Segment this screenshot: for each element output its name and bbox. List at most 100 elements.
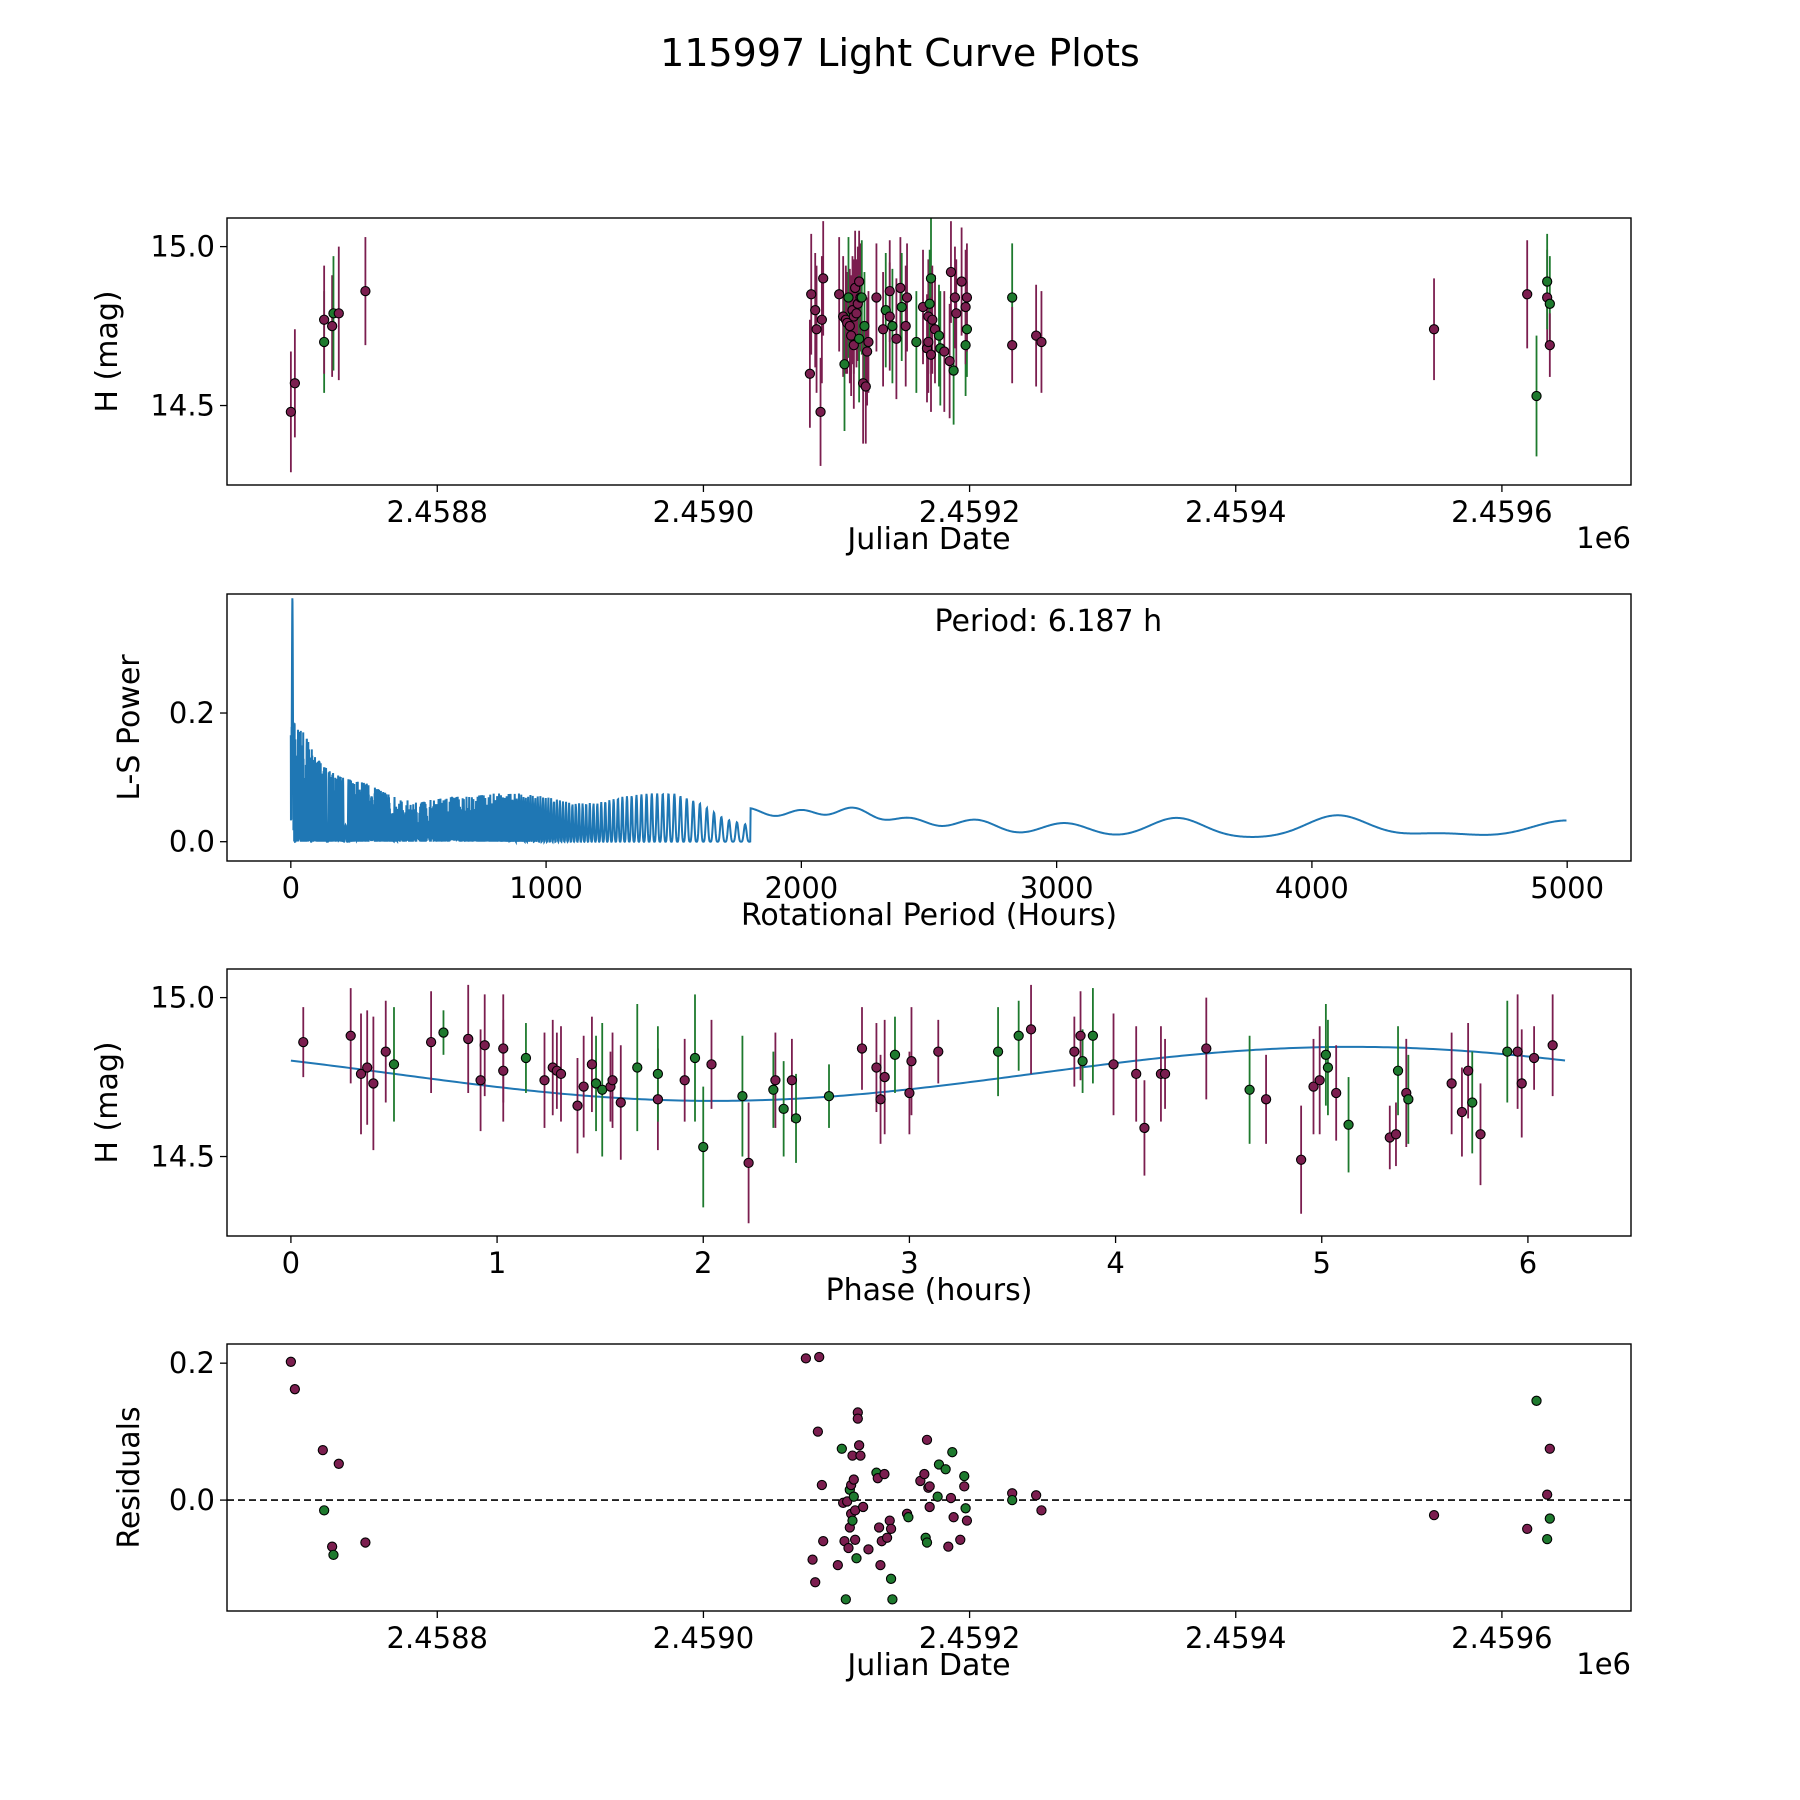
data-point (807, 1554, 818, 1565)
data-point (520, 1052, 532, 1064)
data-point (1528, 1052, 1540, 1064)
data-point (947, 1447, 958, 1458)
periodogram-x-tick-label: 0 (282, 871, 300, 905)
data-point (689, 1052, 701, 1064)
data-point (355, 1068, 367, 1080)
phase-y-axis-label: H (mag) (90, 1041, 125, 1163)
data-point (959, 1481, 970, 1492)
data-point (925, 273, 937, 284)
data-point (1108, 1059, 1119, 1070)
phase_fold-y-tick-label: 14.5 (150, 1140, 215, 1174)
data-point (1036, 1505, 1047, 1516)
data-point (1512, 1046, 1523, 1057)
residuals-x-tick-label: 2.4596 (1451, 1621, 1552, 1655)
periodogram-y-axis-label: L-S Power (112, 654, 147, 801)
data-point (855, 1450, 866, 1461)
data-point (932, 1491, 943, 1502)
phase-fold-panel: Phase (hours) H (mag) 0 1 2 3 4 5 6 14.5 15.0 (90, 968, 1632, 1308)
data-point (1456, 1106, 1468, 1118)
data-point (438, 1027, 449, 1038)
data-point (326, 320, 338, 332)
data-point (836, 1443, 847, 1454)
data-point (816, 314, 828, 325)
data-point (1446, 1078, 1457, 1089)
data-point (806, 289, 817, 300)
data-point (960, 301, 971, 313)
residuals-y-axis-label: Residuals (112, 1406, 147, 1548)
data-point (1392, 1065, 1404, 1076)
data-point (1428, 1510, 1440, 1521)
data-point (586, 1059, 598, 1070)
data-point (1295, 1154, 1307, 1165)
data-point (832, 1559, 843, 1571)
data-point (884, 311, 895, 322)
data-point (1007, 1494, 1018, 1506)
phase_fold-y-tick-label: 15.0 (150, 981, 215, 1015)
light-curve-x-axis-label: Julian Date (845, 522, 1010, 557)
data-point (875, 1559, 886, 1571)
data-point (887, 1594, 898, 1605)
data-point (1139, 1122, 1150, 1134)
data-point (1075, 1030, 1086, 1041)
data-point (960, 339, 971, 351)
data-point (285, 406, 297, 418)
data-point (843, 292, 854, 303)
data-point (1522, 1523, 1533, 1534)
data-point (790, 1113, 802, 1124)
data-point (884, 285, 895, 297)
data-point (857, 1501, 869, 1513)
data-point (804, 368, 816, 379)
residuals-x-offset-label: 1e6 (1576, 1647, 1631, 1681)
periodogram-y-tick-label: 0.0 (169, 825, 215, 859)
data-point (818, 273, 829, 284)
data-point (1201, 1043, 1212, 1054)
data-point (810, 305, 821, 316)
data-point (881, 1532, 893, 1543)
data-point (1467, 1097, 1478, 1108)
data-point (891, 333, 902, 344)
data-point (498, 1043, 509, 1054)
data-point (1025, 1024, 1037, 1035)
data-point (856, 292, 867, 303)
data-point (863, 1544, 874, 1555)
data-point (326, 1541, 338, 1552)
data-point (901, 292, 913, 303)
data-point (318, 1505, 330, 1516)
data-point (1030, 1490, 1042, 1501)
phase_fold-x-tick-label: 5 (1313, 1246, 1331, 1280)
data-point (877, 324, 889, 335)
data-point (360, 1537, 371, 1548)
data-point (955, 1534, 966, 1545)
data-point (818, 1536, 829, 1547)
data-point (360, 285, 371, 297)
data-point (737, 1090, 748, 1102)
data-point (879, 1071, 890, 1083)
residuals-x-tick-label: 2.4588 (387, 1621, 488, 1655)
data-point (1502, 1046, 1513, 1057)
data-point (863, 336, 874, 348)
data-point (298, 1036, 309, 1048)
periodogram-panel: Rotational Period (Hours) L-S Power Peri… (112, 593, 1632, 933)
data-point (1544, 1513, 1555, 1524)
data-point (285, 1356, 297, 1367)
data-point (1308, 1081, 1319, 1092)
data-point (853, 333, 865, 344)
data-point (959, 1470, 970, 1482)
data-point (1244, 1084, 1255, 1095)
data-point (652, 1094, 664, 1105)
data-point (425, 1036, 437, 1048)
data-point (948, 1512, 959, 1523)
data-point (927, 314, 938, 325)
phase_fold-axes-frame (226, 968, 1632, 1237)
residuals-axes-frame (226, 1343, 1632, 1612)
data-point (498, 1065, 509, 1076)
data-point (875, 1094, 886, 1105)
data-point (1516, 1078, 1527, 1089)
residuals-x-tick-label: 2.4590 (653, 1621, 754, 1655)
data-point (475, 1075, 486, 1086)
data-point (844, 320, 855, 332)
data-point (939, 346, 950, 357)
phase_fold-x-tick-label: 4 (1106, 1246, 1124, 1280)
data-point (578, 1081, 589, 1092)
